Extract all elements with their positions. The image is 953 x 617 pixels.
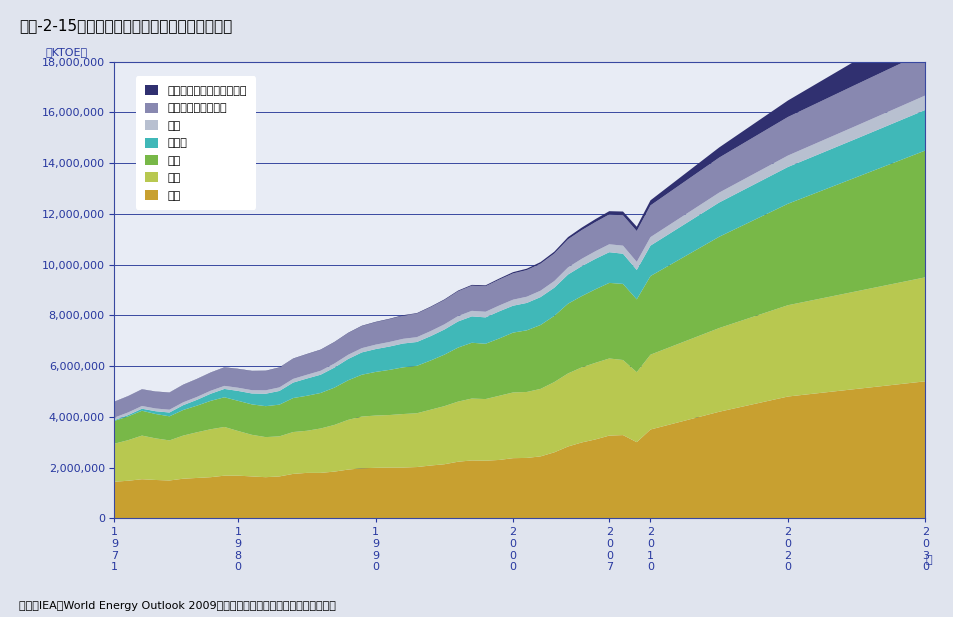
Text: 資料：IEA「World Energy Outlook 2009」エネルギーバランス表より環境省作成: 資料：IEA「World Energy Outlook 2009」エネルギーバラ…: [19, 601, 335, 611]
Text: （KTOE）: （KTOE）: [46, 47, 88, 57]
Text: 年: 年: [924, 555, 931, 565]
Legend: その他再生可能エネルギー, バイオマス・廃棄物, 水力, 原子力, ガス, 石油, 石炭: その他再生可能エネルギー, バイオマス・廃棄物, 水力, 原子力, ガス, 石油…: [136, 77, 255, 210]
Text: 図序-2-15　世界の一次エネルギー需要の見通し: 図序-2-15 世界の一次エネルギー需要の見通し: [19, 19, 233, 33]
